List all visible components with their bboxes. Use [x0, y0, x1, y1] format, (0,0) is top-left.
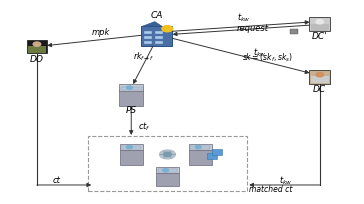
FancyBboxPatch shape [122, 146, 141, 149]
FancyBboxPatch shape [189, 150, 212, 165]
Text: PS: PS [126, 106, 137, 115]
Text: CA: CA [150, 11, 163, 20]
Circle shape [316, 73, 324, 78]
FancyBboxPatch shape [190, 146, 210, 149]
Polygon shape [296, 30, 298, 31]
Circle shape [162, 27, 173, 33]
Text: $t_{kw}$: $t_{kw}$ [253, 46, 266, 59]
FancyBboxPatch shape [145, 42, 152, 45]
FancyBboxPatch shape [121, 87, 142, 90]
Circle shape [163, 152, 171, 157]
FancyBboxPatch shape [207, 153, 217, 159]
FancyBboxPatch shape [309, 18, 330, 32]
Circle shape [127, 146, 132, 149]
FancyBboxPatch shape [290, 30, 298, 34]
FancyBboxPatch shape [156, 173, 179, 186]
FancyBboxPatch shape [156, 168, 179, 173]
Circle shape [159, 150, 175, 159]
FancyBboxPatch shape [145, 31, 152, 35]
FancyBboxPatch shape [155, 37, 163, 40]
Text: $ct_f$: $ct_f$ [138, 120, 150, 133]
FancyBboxPatch shape [309, 71, 330, 84]
Text: matched ct: matched ct [249, 184, 293, 193]
Text: $rk_{f\rightarrow f}$: $rk_{f\rightarrow f}$ [133, 50, 154, 63]
FancyBboxPatch shape [119, 85, 143, 91]
Text: DC: DC [313, 85, 327, 94]
FancyBboxPatch shape [189, 144, 212, 150]
FancyBboxPatch shape [212, 149, 222, 155]
FancyBboxPatch shape [119, 91, 143, 107]
FancyBboxPatch shape [28, 47, 46, 54]
Text: $t_{kw}$: $t_{kw}$ [278, 174, 292, 186]
FancyBboxPatch shape [158, 170, 177, 172]
FancyBboxPatch shape [145, 37, 152, 40]
Circle shape [127, 87, 132, 90]
Polygon shape [141, 22, 163, 28]
FancyBboxPatch shape [141, 27, 173, 47]
FancyBboxPatch shape [155, 31, 163, 35]
Text: mpk: mpk [91, 28, 110, 37]
Text: DO: DO [30, 54, 44, 63]
Circle shape [195, 146, 201, 149]
Text: ct: ct [53, 175, 61, 184]
Text: $sk=(sk_f,sk_s)$: $sk=(sk_f,sk_s)$ [242, 51, 293, 64]
FancyBboxPatch shape [120, 150, 143, 165]
Circle shape [316, 21, 324, 25]
Circle shape [33, 43, 41, 47]
FancyBboxPatch shape [27, 41, 47, 54]
FancyBboxPatch shape [155, 42, 163, 45]
Text: DC': DC' [312, 32, 328, 41]
FancyBboxPatch shape [310, 77, 329, 84]
Text: $t_{kw}$: $t_{kw}$ [237, 12, 250, 24]
Text: request: request [237, 24, 269, 32]
Circle shape [163, 169, 169, 172]
FancyBboxPatch shape [120, 144, 143, 150]
FancyBboxPatch shape [310, 24, 329, 31]
